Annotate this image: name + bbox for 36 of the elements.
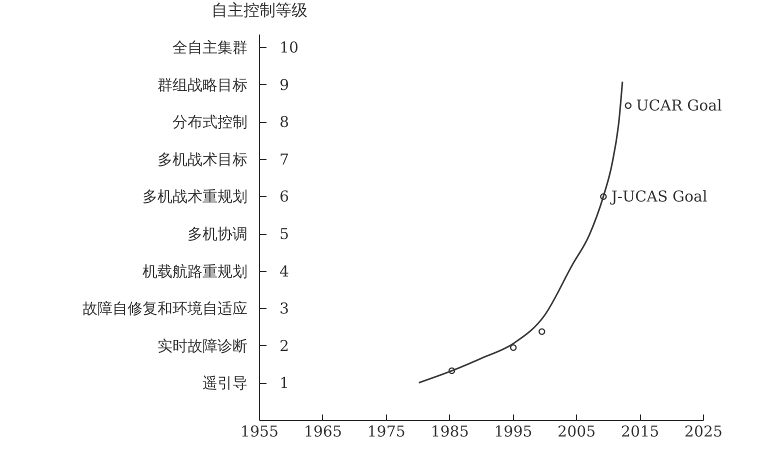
x-tick-label: 2005 <box>558 422 596 440</box>
y-tick-label: 6 <box>280 188 290 206</box>
category-label: 多机协调 <box>188 225 248 244</box>
x-tick-label: 2015 <box>620 422 660 440</box>
y-tick-label: 9 <box>280 76 290 94</box>
x-tick-label: 1995 <box>494 422 532 440</box>
x-tick-label: 1985 <box>430 422 469 440</box>
category-label: 多机战术重规划 <box>142 188 248 206</box>
y-tick-label: 1 <box>280 374 290 392</box>
category-label: 全自主集群 <box>172 38 248 57</box>
annotation: J-UCAS Goal <box>609 188 708 206</box>
x-tick-label: 1975 <box>367 422 406 440</box>
y-tick-label: 7 <box>280 150 290 168</box>
y-tick-label: 2 <box>280 336 290 355</box>
point <box>510 344 517 352</box>
point <box>538 328 546 335</box>
point <box>624 102 632 109</box>
category-label: 实时故障诊断 <box>158 336 248 355</box>
category-label: 分布式控制 <box>172 113 248 132</box>
category-label: 群组战略目标 <box>158 76 248 94</box>
y-tick-label: 3 <box>280 300 290 318</box>
x-tick-label: 1955 <box>240 422 279 440</box>
y-tick-label: 8 <box>280 113 290 132</box>
x-tick-label: 2025 <box>684 422 723 440</box>
category-label: 故障自修复和环境自适应 <box>82 300 248 318</box>
x-tick-label: 1965 <box>304 422 342 440</box>
category-label: 多机战术目标 <box>158 150 248 168</box>
category-label: 机载航路重规划 <box>142 262 248 280</box>
point <box>448 367 456 374</box>
y-tick-label: 10 <box>280 38 299 57</box>
y-tick-label: 5 <box>280 225 290 244</box>
y-axis-title: 自主控制等级 <box>212 0 308 20</box>
category-label: 遥引导 <box>202 374 248 392</box>
point <box>600 193 607 200</box>
y-tick-label: 4 <box>280 262 290 280</box>
annotation: UCAR Goal <box>636 96 722 115</box>
